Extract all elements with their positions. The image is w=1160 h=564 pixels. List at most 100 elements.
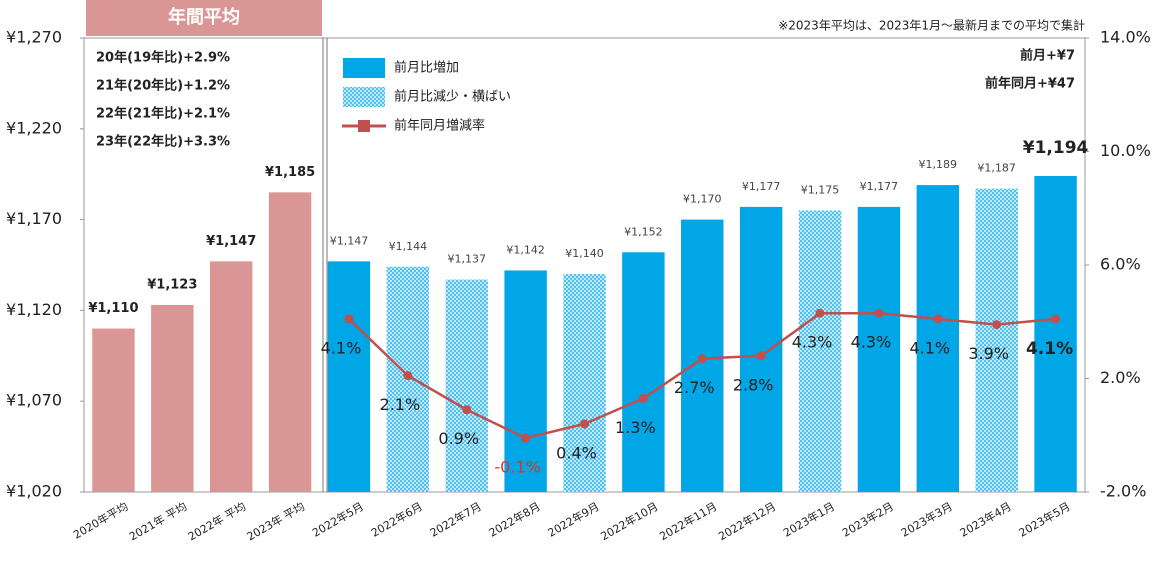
x-tick-label: 2022年5月 xyxy=(310,499,366,540)
legend-swatch xyxy=(343,87,385,107)
y2-tick-label: 2.0% xyxy=(1100,368,1141,387)
y-tick-label: ¥1,020 xyxy=(6,482,62,501)
x-tick-label: 2020年平均 xyxy=(71,499,131,542)
y2-tick-label: 10.0% xyxy=(1100,141,1151,160)
bar-value-label: ¥1,147 xyxy=(206,234,256,249)
line-value-label: 4.1% xyxy=(1026,339,1073,359)
header: 年間平均 xyxy=(168,6,240,28)
bar xyxy=(857,206,901,492)
bar xyxy=(622,252,665,492)
y-tick-label: ¥1,220 xyxy=(6,118,62,137)
line-point xyxy=(933,314,943,324)
line-point xyxy=(344,314,354,324)
bar-value-label: ¥1,110 xyxy=(88,301,138,316)
x-tick-label: 2021年 平均 xyxy=(126,499,189,543)
bar-value-label: ¥1,177 xyxy=(860,180,899,193)
line-value-label: 4.3% xyxy=(851,333,892,352)
y2-tick-label: 6.0% xyxy=(1100,255,1141,274)
line-point xyxy=(403,371,413,381)
bar-value-label: ¥1,123 xyxy=(147,277,197,292)
annual-note: 21年(20年比)+1.2% xyxy=(96,78,230,94)
bar-value-label: ¥1,137 xyxy=(447,253,486,266)
line-point xyxy=(815,308,825,318)
line-value-label: 2.7% xyxy=(674,378,715,397)
x-tick-label: 2022年12月 xyxy=(716,499,778,543)
change-note: 前月+¥7 xyxy=(1020,48,1075,64)
line-value-label: 4.3% xyxy=(792,333,833,352)
x-tick-label: 2023年4月 xyxy=(957,499,1013,540)
line-value-label: 1.3% xyxy=(615,418,656,437)
bar-value-label: ¥1,185 xyxy=(265,165,315,180)
legend-label: 前月比増加 xyxy=(394,60,459,76)
line-point xyxy=(638,393,648,403)
legend-label: 前月比減少・横ばい xyxy=(394,89,511,105)
line-value-label: 3.9% xyxy=(968,344,1009,363)
bar xyxy=(445,279,488,492)
header-box xyxy=(86,0,322,36)
x-tick-label: 2022年7月 xyxy=(427,499,483,540)
bar-value-label: ¥1,152 xyxy=(624,225,663,238)
annual-note: 22年(21年比)+2.1% xyxy=(96,106,230,122)
bar-value-label: ¥1,147 xyxy=(330,234,369,247)
line-value-label: -0.1% xyxy=(494,458,540,477)
bar xyxy=(327,261,371,492)
bar xyxy=(92,328,135,492)
x-tick-label: 2022年10月 xyxy=(598,499,660,543)
bar-value-label: ¥1,170 xyxy=(683,193,722,206)
x-tick-label: 2022年6月 xyxy=(368,499,424,540)
bar xyxy=(151,304,194,492)
x-tick-label: 2022年9月 xyxy=(545,499,601,540)
x-tick-label: 2022年8月 xyxy=(486,499,542,540)
y2-tick-label: 14.0% xyxy=(1100,28,1151,47)
x-tick-label: 2023年3月 xyxy=(898,499,954,540)
x-tick-label: 2022年 平均 xyxy=(185,499,248,543)
line-point xyxy=(521,433,531,443)
bar xyxy=(916,185,959,492)
bar-value-label: ¥1,142 xyxy=(506,243,545,256)
line-point xyxy=(580,419,589,429)
line-value-label: 4.1% xyxy=(909,338,950,357)
bar-value-label: ¥1,175 xyxy=(801,184,840,197)
y-tick-label: ¥1,070 xyxy=(6,391,62,410)
bar-value-label: ¥1,187 xyxy=(977,162,1016,175)
y-tick-label: ¥1,170 xyxy=(6,209,62,228)
line-point xyxy=(1051,314,1061,324)
bar xyxy=(563,274,606,492)
line-value-label: 4.1% xyxy=(321,338,362,357)
line-point xyxy=(874,308,884,318)
line-point xyxy=(462,405,472,415)
line-point xyxy=(756,351,766,361)
bar-value-label: ¥1,140 xyxy=(565,247,604,260)
x-tick-label: 2023年1月 xyxy=(781,499,837,540)
x-tick-label: 2023年 平均 xyxy=(244,499,307,543)
line-point xyxy=(992,320,1002,330)
bar-value-label: ¥1,177 xyxy=(742,180,781,193)
y-tick-label: ¥1,270 xyxy=(6,28,62,47)
legend-label: 前年同月増減率 xyxy=(394,118,485,134)
note: ※2023年平均は、2023年1月～最新月までの平均で集計 xyxy=(778,18,1085,33)
bar xyxy=(798,210,842,492)
line-value-label: 0.9% xyxy=(438,429,479,448)
annual-note: 23年(22年比)+3.3% xyxy=(96,134,230,150)
bar xyxy=(504,270,547,492)
x-tick-label: 2023年5月 xyxy=(1016,499,1072,540)
bar xyxy=(1034,176,1077,493)
bar xyxy=(975,188,1018,492)
line-point xyxy=(697,354,707,364)
change-note: 前年同月+¥47 xyxy=(985,76,1075,92)
line-value-label: 2.1% xyxy=(380,395,421,414)
annual-note: 20年(19年比)+2.9% xyxy=(96,50,230,66)
bar-value-label: ¥1,194 xyxy=(1023,138,1089,158)
legend-swatch xyxy=(358,120,370,132)
bar-value-label: ¥1,144 xyxy=(389,240,428,253)
bar xyxy=(268,192,312,493)
y2-tick-label: -2.0% xyxy=(1100,482,1146,501)
bar-value-label: ¥1,189 xyxy=(919,158,958,171)
x-tick-label: 2022年11月 xyxy=(657,499,719,543)
y-tick-label: ¥1,120 xyxy=(6,300,62,319)
bar xyxy=(739,206,783,492)
line-value-label: 0.4% xyxy=(556,443,597,462)
legend-swatch xyxy=(343,58,385,78)
x-tick-label: 2023年2月 xyxy=(840,499,896,540)
